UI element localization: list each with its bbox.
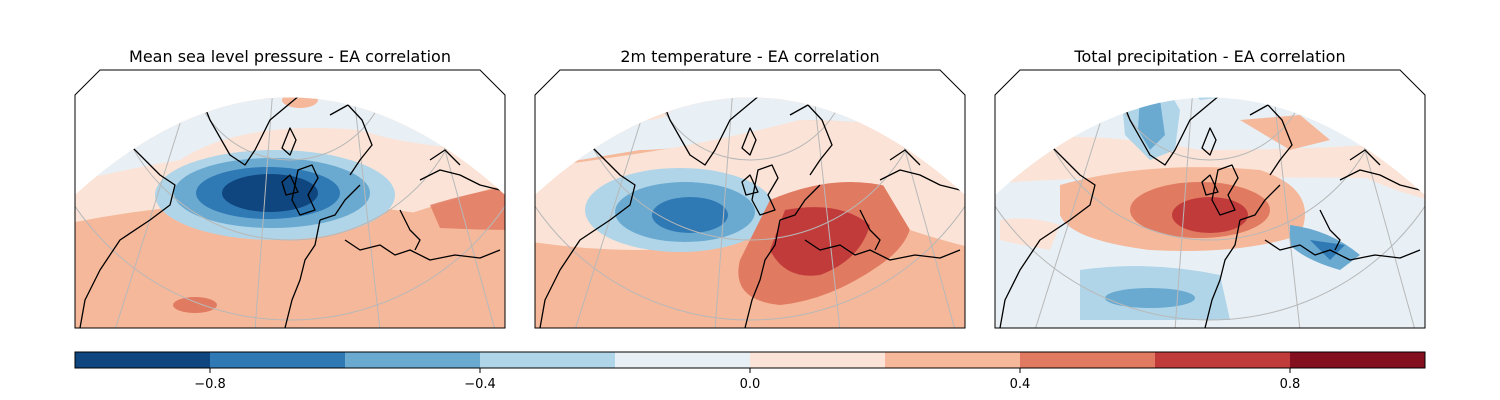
map-border-mslp [74, 69, 506, 329]
colorbar-swatch [210, 352, 345, 368]
colorbar-tick-label: 0.0 [740, 377, 761, 392]
colorbar-swatch [75, 352, 210, 368]
panel-title-mslp: Mean sea level pressure - EA correlation [129, 47, 451, 66]
panel-title-tp: Total precipitation - EA correlation [1073, 47, 1345, 66]
colorbar-swatch [345, 352, 480, 368]
colorbar-swatch [750, 352, 885, 368]
colorbar-swatch [1290, 352, 1425, 368]
panel-tp: Total precipitation - EA correlation [994, 47, 1426, 329]
colorbar-swatch [885, 352, 1020, 368]
panel-title-t2m: 2m temperature - EA correlation [620, 47, 879, 66]
colorbar-swatch [615, 352, 750, 368]
colorbar-tick-label: −0.4 [464, 377, 496, 392]
colorbar-tick-label: 0.8 [1280, 377, 1301, 392]
map-border-t2m [534, 69, 966, 329]
map-field-t2m [535, 97, 965, 328]
colorbar: −0.8 −0.4 0.0 0.4 0.8 [74, 351, 1426, 392]
colorbar-tick-label: 0.4 [1010, 377, 1031, 392]
colorbar-swatch [480, 352, 615, 368]
colorbar-swatch [1020, 352, 1155, 368]
colorbar-tick-label: −0.8 [194, 377, 226, 392]
panel-mslp: Mean sea level pressure - EA correlation [74, 47, 506, 329]
panel-t2m: 2m temperature - EA correlation [534, 47, 966, 329]
map-border-tp [994, 69, 1426, 329]
colorbar-swatch [1155, 352, 1290, 368]
